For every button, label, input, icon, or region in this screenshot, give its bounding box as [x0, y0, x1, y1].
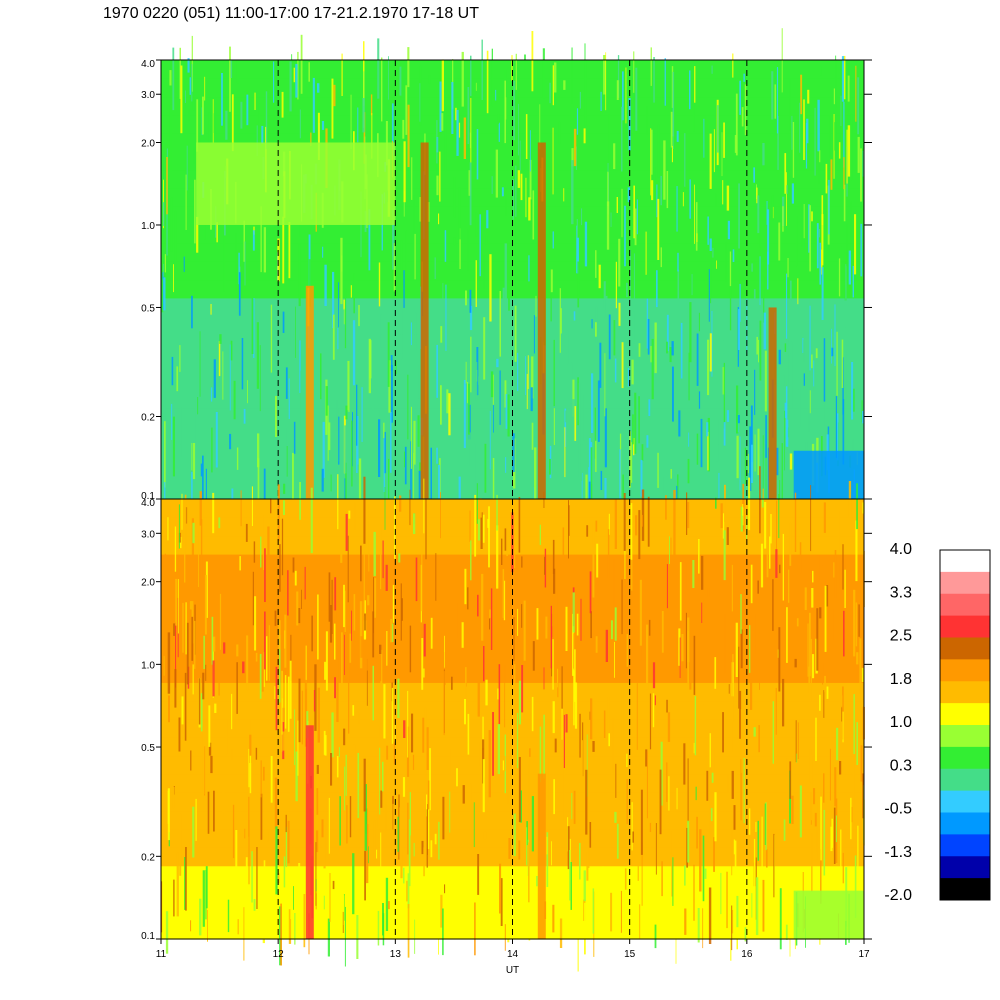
heatmap-band [161, 96, 864, 116]
colorbar-swatch [940, 571, 990, 595]
x-tick-label: 17 [858, 949, 870, 960]
x-axis-label: UT [506, 965, 519, 976]
colorbar-tick-label: -1.3 [884, 844, 912, 861]
colorbar-tick-label: 2.5 [890, 628, 912, 645]
y-tick-label: 0.2 [141, 852, 155, 863]
heatmap-panel-bottom: 0.1 0.2 0.5 1.0 2.0 3.0 4.0 11 12 13 14 15 16 17 UT [141, 466, 872, 976]
colorbar-frame [939, 549, 991, 901]
x-tick-label: 11 [156, 949, 167, 960]
colorbar-tick-label: 0.3 [890, 757, 912, 774]
heatmap-band [161, 865, 864, 885]
colorbar-swatch [940, 615, 990, 638]
y-tick-label: 0.5 [141, 743, 155, 754]
heatmap-feature [305, 285, 314, 499]
heatmap-texture [161, 28, 864, 529]
colorbar-swatch [940, 637, 990, 660]
heatmap-feature [420, 142, 429, 500]
colorbar-swatch [940, 659, 990, 682]
colorbar-swatch [940, 856, 990, 879]
colorbar-tick-label: 3.3 [890, 584, 912, 601]
colorbar-swatch [940, 681, 990, 704]
heatmap-band [161, 279, 864, 299]
colorbar-swatch [940, 593, 990, 617]
y-tick-label: 2.0 [141, 578, 155, 589]
x-tick-label: 13 [390, 949, 402, 960]
heatmap-feature [196, 142, 396, 225]
heatmap-feature [537, 142, 546, 500]
x-tick-label: 14 [507, 949, 519, 960]
heatmap-feature [768, 307, 777, 499]
colorbar-swatch [940, 550, 990, 573]
colorbar-tick-label: -2.0 [884, 887, 912, 904]
y-tick-label: 2.0 [141, 138, 155, 149]
y-tick-label: 0.1 [141, 931, 155, 942]
heatmap-band [161, 78, 864, 98]
colorbar-legend: 4.0 3.3 2.5 1.8 1.0 0.3 -0.5 -1.3 -2.0 [884, 541, 991, 904]
y-tick-label: 4.0 [141, 498, 155, 509]
y-tick-label: 3.0 [141, 529, 155, 540]
x-tick-label: 15 [624, 949, 636, 960]
colorbar-swatch [940, 878, 990, 901]
y-tick-label: 1.0 [141, 660, 155, 671]
x-tick-label: 16 [741, 949, 753, 960]
colorbar-swatch [940, 746, 990, 770]
heatmap-feature [537, 773, 546, 939]
colorbar-swatch [940, 703, 990, 726]
colorbar-swatch [940, 768, 990, 792]
y-tick-label: 0.2 [141, 413, 155, 424]
heatmap-feature [793, 890, 864, 939]
colorbar-tick-label: 1.0 [890, 714, 912, 731]
y-tick-label: 3.0 [141, 90, 155, 101]
colorbar-tick-label: -0.5 [884, 801, 912, 818]
colorbar-swatch [940, 834, 990, 857]
colorbar-tick-label: 1.8 [890, 671, 912, 688]
y-tick-label: 0.5 [141, 303, 155, 314]
heatmap-panel-top: 0.1 0.2 0.5 1.0 2.0 3.0 4.0 [141, 28, 872, 529]
y-tick-label: 0.1 [141, 491, 155, 502]
y-tick-label: 1.0 [141, 221, 155, 232]
heatmap-feature [793, 450, 864, 499]
colorbar-tick-label: 4.0 [890, 541, 912, 558]
colorbar-swatch [940, 725, 990, 748]
x-tick-label: 12 [273, 949, 285, 960]
y-tick-label: 4.0 [141, 59, 155, 70]
chart-title: 1970 0220 (051) 11:00-17:00 17-21.2.1970… [103, 5, 479, 22]
colorbar-swatch [940, 812, 990, 835]
colorbar-swatch [940, 790, 990, 813]
heatmap-band [161, 297, 864, 317]
heatmap-feature [305, 725, 314, 939]
heatmap-band [161, 389, 864, 409]
